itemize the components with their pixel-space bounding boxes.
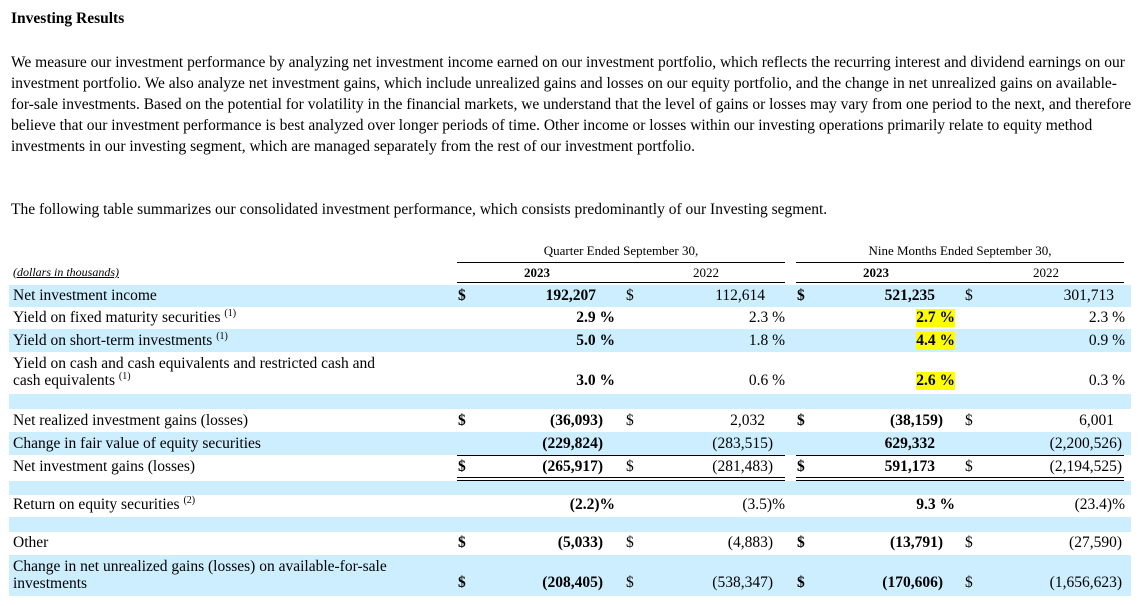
cell-q2022: 0.6 % [749,372,785,390]
year-header-q-2023: 2023 [517,265,557,281]
row-label: Yield on fixed maturity securities (1) [13,309,236,327]
cell-q2022: (4,883) [728,534,773,552]
spacer-row [9,517,1131,532]
cell-n2022: 2.3 % [1089,309,1125,327]
header-rule [796,262,1124,263]
dollar-sign: $ [965,412,973,430]
table-row: Net realized investment gains (losses) $… [9,409,1131,432]
intro-paragraph: We measure our investment performance by… [11,52,1133,157]
cell-n2023: 629,332 [885,435,935,453]
cell-q2022: 112,614 [715,287,765,305]
cell-q2022: 1.8 % [749,332,785,350]
cell-q2023: 3.0 % [576,372,615,390]
section-heading: Investing Results [11,10,124,28]
cell-q2022: 2,032 [730,412,765,430]
table-row: Yield on fixed maturity securities (1) 2… [9,307,1131,329]
year-rule [796,282,1124,283]
table-row: Return on equity securities (2) (2.2)% (… [9,495,1131,517]
cell-n2022: (23.4)% [1075,496,1125,514]
table-row: Net investment gains (losses) $ (265,917… [9,456,1131,478]
row-label: Yield on cash and cash equivalents and r… [13,355,375,389]
dollar-sign: $ [797,287,805,305]
dollar-sign: $ [458,574,466,592]
year-header-n-2023: 2023 [856,265,896,281]
header-rule [457,262,785,263]
dollar-sign: $ [458,412,466,430]
cell-n2023: 2.6 % [916,372,955,390]
cell-n2022: (2,194,525) [1050,458,1122,476]
cell-n2022: 6,001 [1079,412,1114,430]
dollar-sign: $ [965,534,973,552]
row-label: Change in fair value of equity securitie… [13,435,261,453]
dollar-sign: $ [797,458,805,476]
cell-n2023: (170,606) [882,574,943,592]
cell-q2023: 5.0 % [576,332,615,350]
cell-q2023: (36,093) [550,412,603,430]
cell-n2022: 0.9 % [1089,332,1125,350]
table-row: Other $ (5,033) $ (4,883) $ (13,791) $ (… [9,532,1131,555]
dollar-sign: $ [965,458,973,476]
spacer-row [9,394,1131,409]
dollar-sign: $ [458,287,466,305]
cell-n2023: 4.4 % [916,332,955,350]
spacer-row [9,481,1131,495]
year-rule [457,282,785,283]
units-label: (dollars in thousands) [13,265,119,280]
row-label: Net realized investment gains (losses) [13,412,248,430]
cell-n2022: 301,713 [1064,287,1114,305]
cell-q2023: (2.2)% [570,496,615,514]
cell-q2023: (208,405) [542,574,603,592]
cell-q2023: 2.9 % [576,309,615,327]
cell-q2022: 2.3 % [749,309,785,327]
year-header-n-2022: 2022 [1026,265,1066,281]
row-label: Return on equity securities (2) [13,496,195,514]
quarter-header: Quarter Ended September 30, [457,243,785,259]
cell-q2023: (265,917) [542,458,603,476]
dollar-sign: $ [458,534,466,552]
cell-q2023: (229,824) [542,435,603,453]
dollar-sign: $ [797,412,805,430]
dollar-sign: $ [626,574,634,592]
cell-n2023: 9.3 % [916,496,955,514]
cell-n2022: (2,200,526) [1050,435,1122,453]
cell-q2022: (281,483) [712,458,773,476]
row-label: Other [13,534,48,552]
dollar-sign: $ [626,287,634,305]
dollar-sign: $ [458,458,466,476]
table-row: Change in net unrealized gains (losses) … [9,555,1131,596]
dollar-sign: $ [626,458,634,476]
dollar-sign: $ [797,574,805,592]
cell-n2022: (1,656,623) [1050,574,1122,592]
row-label: Net investment income [13,287,157,305]
cell-q2022: (538,347) [712,574,773,592]
nine-months-header: Nine Months Ended September 30, [796,243,1124,259]
year-header-q-2022: 2022 [686,265,726,281]
row-label: Yield on short-term investments (1) [13,332,228,350]
dollar-sign: $ [626,534,634,552]
dollar-sign: $ [965,574,973,592]
cell-n2023: 2.7 % [916,309,955,327]
cell-q2023: (5,033) [558,534,603,552]
cell-n2023: (13,791) [890,534,943,552]
dollar-sign: $ [626,412,634,430]
cell-n2022: 0.3 % [1089,372,1125,390]
table-row: Yield on cash and cash equivalents and r… [9,352,1131,394]
table-intro-paragraph: The following table summarizes our conso… [11,199,1133,220]
cell-n2023: 521,235 [885,287,935,305]
dollar-sign: $ [965,287,973,305]
cell-n2023: (38,159) [890,412,943,430]
table-row: Change in fair value of equity securitie… [9,432,1131,455]
table-row: Yield on short-term investments (1) 5.0 … [9,329,1131,352]
cell-n2022: (27,590) [1069,534,1122,552]
row-label: Change in net unrealized gains (losses) … [13,558,387,592]
row-label: Net investment gains (losses) [13,458,195,476]
table-row: Net investment income $ 192,207 $ 112,61… [9,285,1131,307]
cell-q2023: 192,207 [546,287,596,305]
cell-q2022: (3.5)% [742,496,785,514]
cell-n2023: 591,173 [885,458,935,476]
dollar-sign: $ [797,534,805,552]
cell-q2022: (283,515) [712,435,773,453]
